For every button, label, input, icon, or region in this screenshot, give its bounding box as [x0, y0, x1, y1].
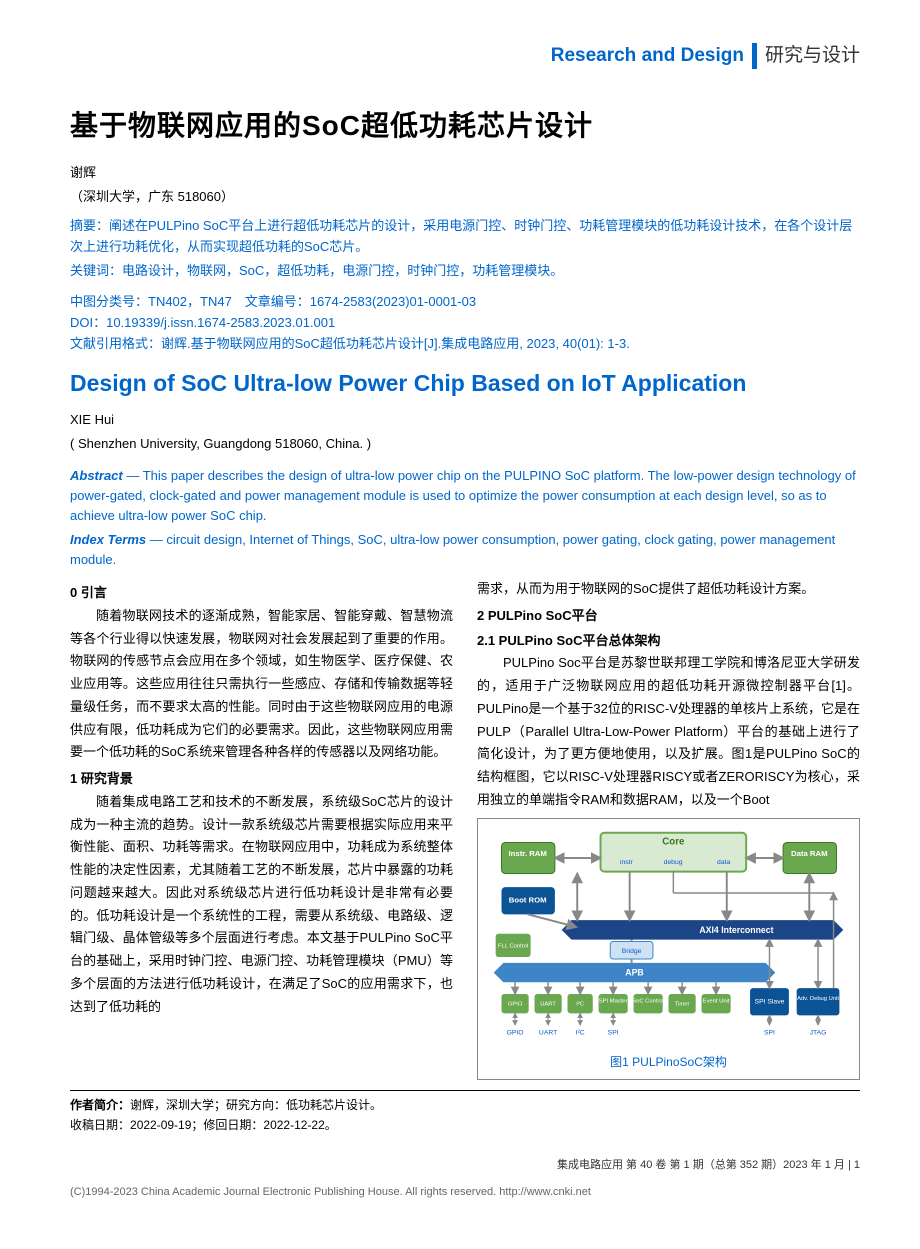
fig-core-instr: instr — [620, 859, 634, 866]
title-en: Design of SoC Ultra-low Power Chip Based… — [70, 369, 860, 399]
keywords-en: Index Terms — circuit design, Internet o… — [70, 530, 860, 570]
abstract-cn-text: 阐述在PULPino SoC平台上进行超低功耗芯片的设计，采用电源门控、时钟门控… — [70, 218, 852, 254]
fig-port-spi1: SPI — [608, 1029, 619, 1036]
classification-line: 中图分类号：TN402，TN47 文章编号：1674-2583(2023)01-… — [70, 292, 860, 313]
keywords-en-text: — circuit design, Internet of Things, So… — [70, 532, 835, 567]
col2-intro: 需求，从而为用于物联网的SoC提供了超低功耗设计方案。 — [477, 578, 860, 601]
figure-1: Core instr data debug Instr. RAM Data RA… — [477, 818, 860, 1080]
title-cn: 基于物联网应用的SoC超低功耗芯片设计 — [70, 102, 860, 150]
divider — [70, 1090, 860, 1091]
page-footer: 集成电路应用 第 40 卷 第 1 期（总第 352 期）2023 年 1 月 … — [70, 1156, 860, 1175]
received-label: 收稿日期： — [70, 1118, 130, 1132]
copyright-line: (C)1994-2023 China Academic Journal Elec… — [70, 1183, 860, 1202]
keywords-en-label: Index Terms — [70, 532, 146, 547]
fig-port-jtag: JTAG — [810, 1029, 827, 1036]
author-bio-label: 作者简介： — [70, 1098, 130, 1112]
body-columns: 0 引言 随着物联网技术的逐渐成熟，智能家居、智能穿戴、智慧物流等各个行业得以快… — [70, 578, 860, 1080]
fig-port-uart: UART — [539, 1029, 557, 1036]
author-en: XIE Hui — [70, 409, 860, 431]
fig-instr-ram: Instr. RAM — [509, 849, 547, 858]
fig-spi-slave: SPI Slave — [755, 998, 785, 1005]
fig-spim: SPI Master — [599, 998, 628, 1004]
fig-uart: UART — [540, 1001, 556, 1007]
header-section-cn: 研究与设计 — [765, 40, 860, 72]
figure-1-caption: 图1 PULPinoSoC架构 — [484, 1052, 853, 1073]
header-section-en: Research and Design — [551, 40, 744, 72]
fig-core-label: Core — [662, 836, 685, 847]
header-divider — [752, 43, 757, 69]
affiliation-cn: （深圳大学，广东 518060） — [70, 186, 860, 208]
fig-data-ram: Data RAM — [791, 849, 828, 858]
abstract-cn: 摘要：阐述在PULPino SoC平台上进行超低功耗芯片的设计，采用电源门控、时… — [70, 216, 860, 258]
fig-core-data: data — [717, 859, 730, 866]
fig-event: Event Unit — [703, 998, 730, 1004]
column-left: 0 引言 随着物联网技术的逐渐成熟，智能家居、智能穿戴、智慧物流等各个行业得以快… — [70, 578, 453, 1080]
fig-port-gpio: GPIO — [507, 1029, 524, 1036]
author-cn: 谢辉 — [70, 162, 860, 184]
keywords-cn-label: 关键词： — [70, 263, 122, 278]
keywords-cn: 关键词：电路设计，物联网，SoC，超低功耗，电源门控，时钟门控，功耗管理模块。 — [70, 260, 860, 282]
abstract-cn-label: 摘要： — [70, 218, 109, 233]
abstract-en: Abstract — This paper describes the desi… — [70, 466, 860, 526]
received-date: 收稿日期：2022-09-19；修回日期：2022-12-22。 — [70, 1115, 860, 1135]
figure-1-svg: Core instr data debug Instr. RAM Data RA… — [484, 825, 853, 1048]
affiliation-en: ( Shenzhen University, Guangdong 518060,… — [70, 433, 860, 455]
fig-soc-ctrl: SoC Control — [632, 998, 664, 1004]
fig-apb: APB — [625, 967, 643, 977]
fig-i2c: I²C — [576, 1001, 584, 1007]
fig-boot-rom: Boot ROM — [509, 895, 547, 904]
section-2-1-heading: 2.1 PULPino SoC平台总体架构 — [477, 630, 860, 653]
section-2-1-body: PULPino Soc平台是苏黎世联邦理工学院和博洛尼亚大学研发的，适用于广泛物… — [477, 652, 860, 811]
keywords-cn-text: 电路设计，物联网，SoC，超低功耗，电源门控，时钟门控，功耗管理模块。 — [122, 263, 563, 278]
fig-debug: Adv. Debug Unit — [797, 996, 839, 1002]
page-header: Research and Design 研究与设计 — [70, 40, 860, 72]
section-2-heading: 2 PULPino SoC平台 — [477, 605, 860, 628]
section-0-heading: 0 引言 — [70, 582, 453, 605]
section-1-heading: 1 研究背景 — [70, 768, 453, 791]
fig-axi: AXI4 Interconnect — [699, 925, 773, 935]
abstract-en-text: — This paper describes the design of ult… — [70, 468, 856, 523]
fig-port-i2c: I²C — [576, 1029, 585, 1036]
received-text: 2022-09-19；修回日期：2022-12-22。 — [130, 1118, 337, 1132]
section-1-body: 随着集成电路工艺和技术的不断发展，系统级SoC芯片的设计成为一种主流的趋势。设计… — [70, 791, 453, 1019]
fig-gpio: GPIO — [508, 1001, 523, 1007]
fig-core-dbg: debug — [664, 859, 683, 866]
column-right: 需求，从而为用于物联网的SoC提供了超低功耗设计方案。 2 PULPino So… — [477, 578, 860, 1080]
fig-timer: Timer — [675, 1001, 690, 1007]
fig-fll: FLL Control — [498, 943, 528, 949]
author-bio: 作者简介：谢辉，深圳大学；研究方向：低功耗芯片设计。 — [70, 1095, 860, 1115]
abstract-en-label: Abstract — [70, 468, 123, 483]
author-bio-text: 谢辉，深圳大学；研究方向：低功耗芯片设计。 — [130, 1098, 382, 1112]
citation-cn: 文献引用格式：谢辉.基于物联网应用的SoC超低功耗芯片设计[J].集成电路应用,… — [70, 333, 860, 355]
fig-port-spi2: SPI — [764, 1029, 775, 1036]
doi-line: DOI：10.19339/j.issn.1674-2583.2023.01.00… — [70, 313, 860, 334]
section-0-body: 随着物联网技术的逐渐成熟，智能家居、智能穿戴、智慧物流等各个行业得以快速发展，物… — [70, 605, 453, 764]
fig-bridge: Bridge — [622, 948, 642, 955]
